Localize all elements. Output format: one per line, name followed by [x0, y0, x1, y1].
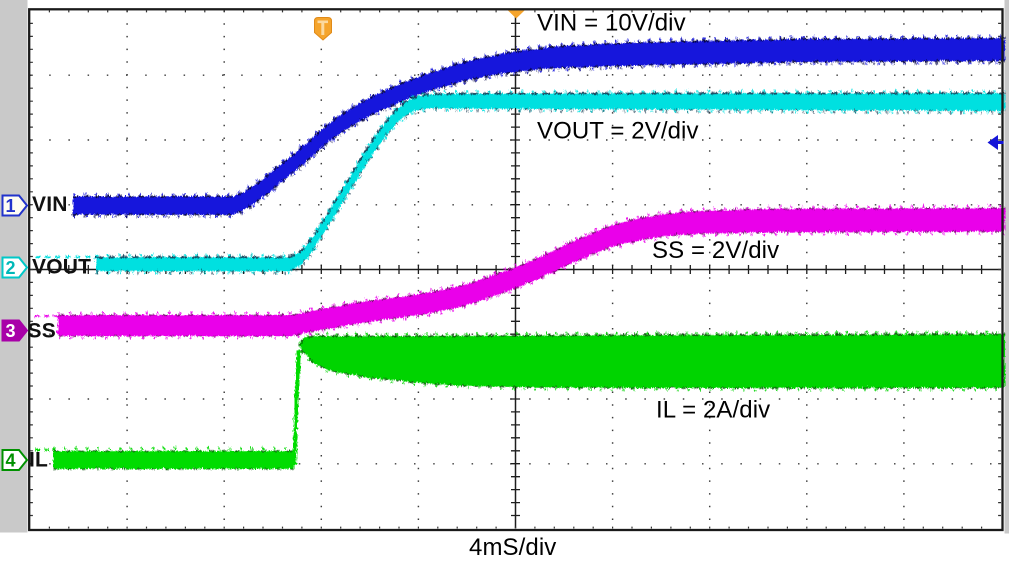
svg-text:SS: SS — [28, 320, 56, 343]
svg-text:VOUT: VOUT — [32, 256, 91, 279]
svg-text:4mS/div: 4mS/div — [469, 534, 556, 561]
svg-text:SS = 2V/div: SS = 2V/div — [652, 237, 779, 264]
svg-text:1: 1 — [5, 196, 15, 216]
svg-text:4: 4 — [5, 451, 15, 471]
svg-text:VIN = 10V/div: VIN = 10V/div — [537, 10, 686, 37]
svg-text:VIN: VIN — [32, 193, 68, 216]
svg-text:3: 3 — [5, 321, 15, 341]
svg-text:IL = 2A/div: IL = 2A/div — [656, 397, 770, 424]
svg-text:VOUT = 2V/div: VOUT = 2V/div — [537, 118, 699, 145]
svg-text:IL: IL — [29, 449, 48, 472]
svg-text:2: 2 — [5, 258, 15, 278]
